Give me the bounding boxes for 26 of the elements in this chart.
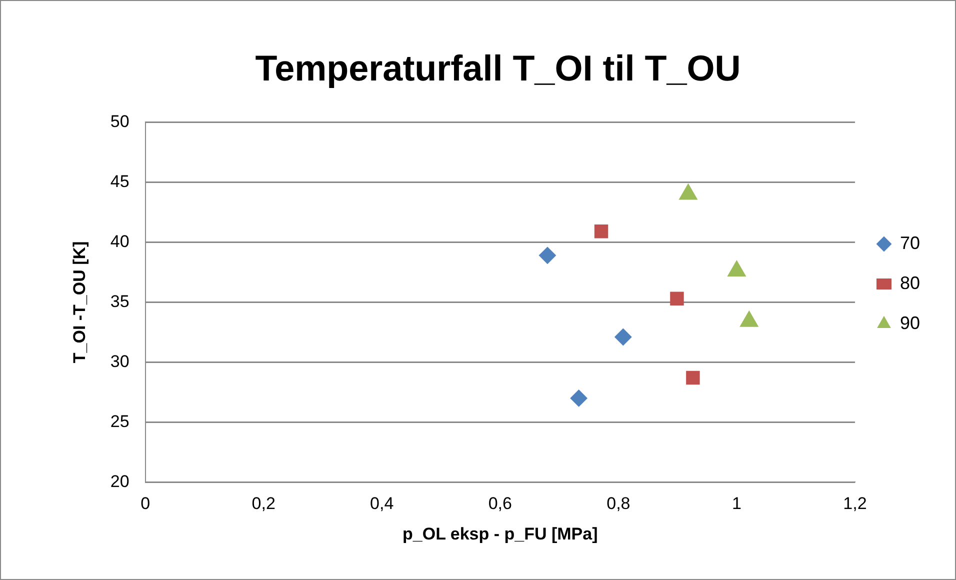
x-tick-label: 0,4: [370, 494, 394, 514]
y-axis-title: T_OI -T_OU [K]: [70, 241, 89, 364]
x-tick-label: 0,6: [488, 494, 512, 514]
legend-label: 70: [900, 232, 920, 253]
y-tick-label: 45: [110, 172, 130, 191]
x-tick-label: 0,2: [252, 494, 276, 514]
y-tick-label: 35: [110, 292, 130, 311]
x-tick-label: 0: [140, 494, 150, 514]
point: [614, 328, 632, 346]
y-tick-label: 25: [110, 412, 130, 431]
point: [686, 370, 700, 385]
y-tick-label: 40: [110, 232, 130, 251]
y-tick-label: 20: [110, 472, 130, 491]
x-tick-label: 1,2: [843, 494, 867, 514]
chart-title: Temperaturfall T_OI til T_OU: [255, 48, 741, 89]
point: [594, 224, 608, 238]
legend-label: 90: [900, 312, 920, 333]
point: [570, 390, 588, 407]
point: [670, 292, 684, 306]
x-axis-title: p_OL eksp - p_FU [MPa]: [402, 524, 598, 544]
y-tick-label: 30: [110, 352, 130, 371]
x-tick-label: 1: [732, 494, 742, 514]
legend-label: 80: [900, 272, 920, 293]
point: [538, 246, 556, 264]
x-tick-label: 0,8: [606, 494, 630, 514]
y-tick-label: 50: [110, 112, 130, 131]
